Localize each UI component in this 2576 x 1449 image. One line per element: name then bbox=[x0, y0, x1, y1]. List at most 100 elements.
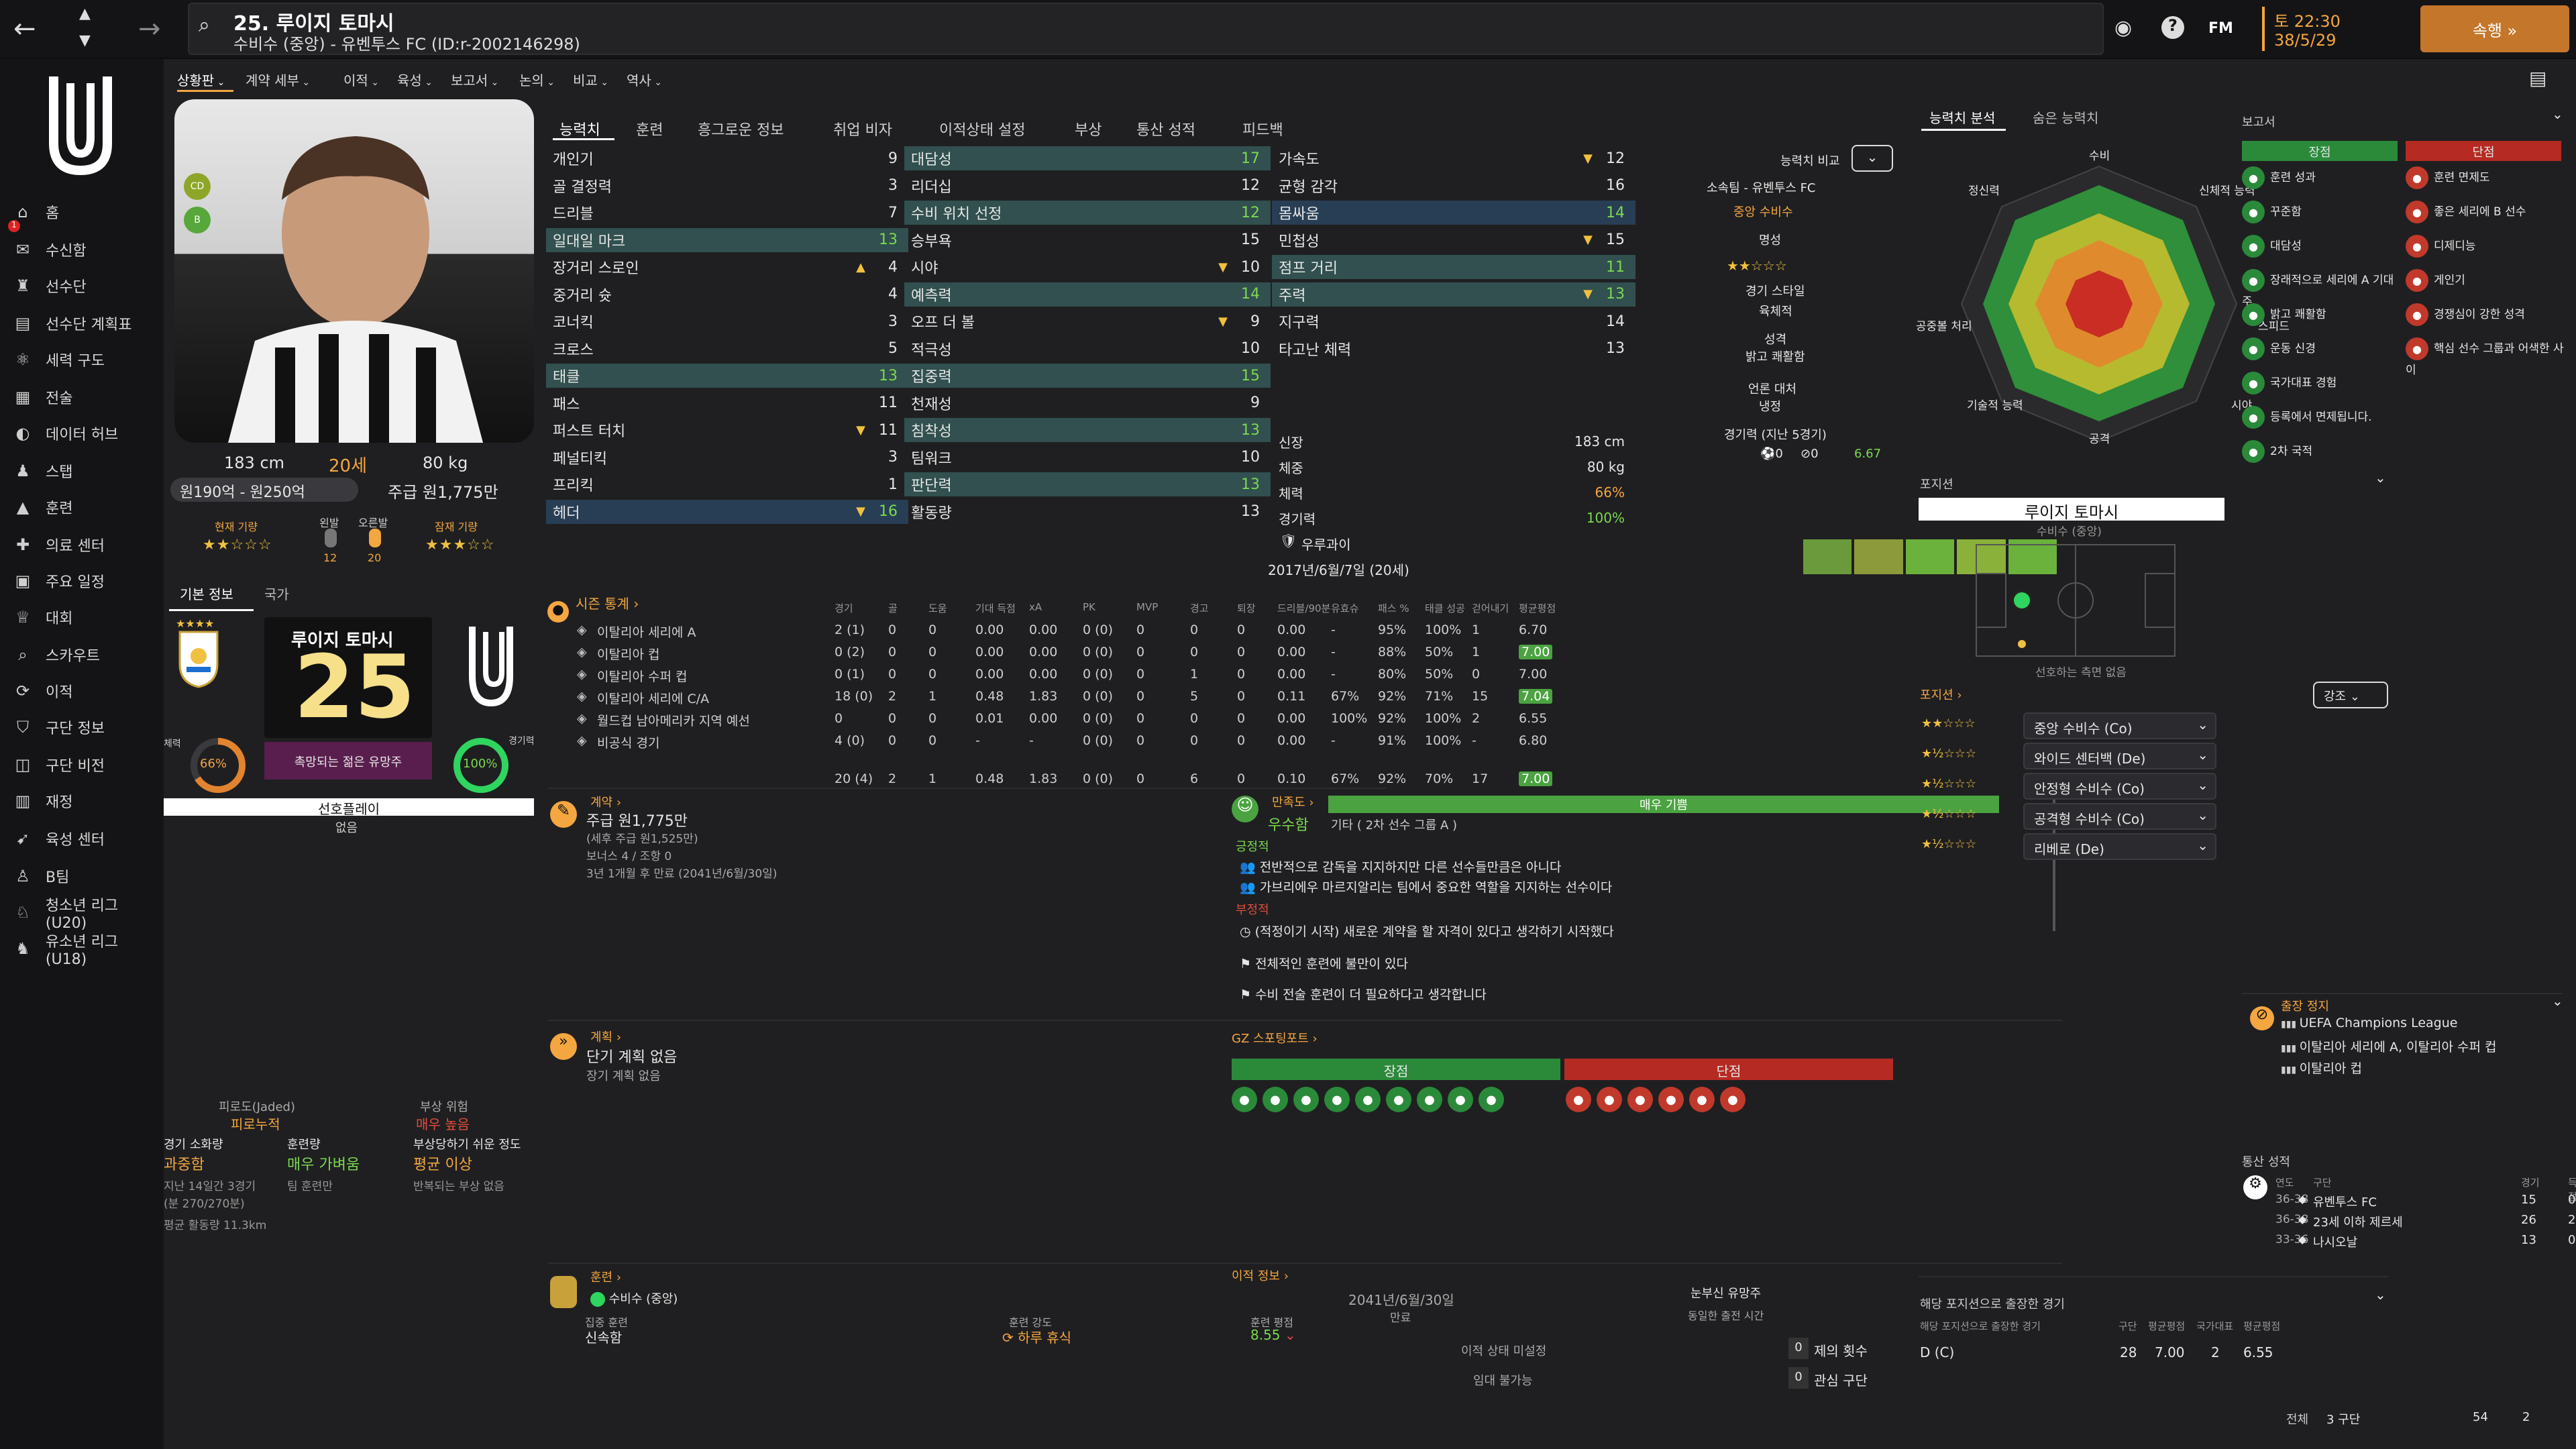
attribute-row[interactable]: 침착성 13 bbox=[904, 418, 1271, 442]
nav-menu-item[interactable]: 상황판 ⌄ bbox=[177, 70, 225, 89]
nav-menu-item[interactable]: 계약 세부 ⌄ bbox=[246, 70, 310, 89]
attr-tab[interactable]: 취업 비자 bbox=[833, 122, 892, 139]
nav-menu-item[interactable]: 비교 ⌄ bbox=[573, 70, 608, 89]
attribute-row[interactable]: 크로스 5 bbox=[546, 337, 908, 361]
plans-title[interactable]: 계획 › bbox=[590, 1030, 622, 1044]
sidebar-item[interactable]: ⌂ 홈 bbox=[0, 195, 164, 229]
attribute-row[interactable]: 오프 더 볼 ▼ 9 bbox=[904, 309, 1271, 333]
season-stats-title[interactable]: 시즌 통계 › bbox=[576, 596, 639, 612]
attribute-row[interactable]: 중거리 슛 4 bbox=[546, 282, 908, 307]
role-dropdown[interactable]: 와이드 센터백 (De) ⌄ bbox=[2023, 743, 2216, 769]
sidebar-item[interactable]: ➹ 육성 센터 bbox=[0, 821, 164, 856]
career-club[interactable]: 23세 이하 제르세 bbox=[2313, 1216, 2403, 1230]
attr-tab[interactable]: 통산 성적 bbox=[1136, 122, 1195, 139]
positions-section-title[interactable]: 포지션 › bbox=[1920, 688, 1962, 702]
attribute-row[interactable]: 장거리 스로인 ▲ 4 bbox=[546, 255, 908, 279]
continue-button[interactable]: 속행 » bbox=[2420, 5, 2569, 52]
sidebar-item[interactable]: ✉ 수신함 bbox=[0, 232, 164, 267]
attribute-row[interactable]: 타고난 체력 13 bbox=[1272, 337, 1635, 361]
sidebar-item[interactable]: ⛉ 구단 정보 bbox=[0, 710, 164, 745]
role-dropdown[interactable]: 공격형 수비수 (Co) ⌄ bbox=[2023, 803, 2216, 830]
sidebar-item[interactable]: ♘ 청소년 리그 (U20) bbox=[0, 895, 164, 932]
down-button[interactable]: ▼ bbox=[79, 32, 91, 49]
attr-tab[interactable]: 능력치 bbox=[559, 122, 600, 139]
attribute-row[interactable]: 예측력 14 bbox=[904, 282, 1271, 307]
sidebar-item[interactable]: ♟ 스탭 bbox=[0, 453, 164, 488]
attribute-row[interactable]: 드리블 7 bbox=[546, 201, 908, 225]
attribute-row[interactable]: 수비 위치 선정 12 bbox=[904, 201, 1271, 225]
attribute-row[interactable]: 개인기 9 bbox=[546, 146, 908, 170]
report-dropdown-icon[interactable]: ⌄ bbox=[2552, 106, 2563, 122]
sidebar-item[interactable]: ◫ 구단 비전 bbox=[0, 747, 164, 782]
contract-title[interactable]: 계약 › bbox=[590, 796, 622, 810]
nav-menu-item[interactable]: 이적 ⌄ bbox=[343, 70, 379, 89]
attribute-row[interactable]: 활동량 13 bbox=[904, 500, 1271, 524]
attribute-row[interactable]: 가속도 ▼ 12 bbox=[1272, 146, 1635, 170]
happiness-title[interactable]: 만족도 › bbox=[1272, 796, 1314, 810]
nav-menu-item[interactable]: 역사 ⌄ bbox=[627, 70, 662, 89]
stats-row[interactable]: ◈ 월드컵 남아메리카 지역 예선 0 0 0 0.01 0.00 0 (0) 0 0 0 0.00 1… bbox=[577, 708, 1962, 730]
tab-ability-analysis[interactable]: 능력치 분석 bbox=[1929, 110, 1996, 126]
attribute-row[interactable]: 대담성 17 bbox=[904, 146, 1271, 170]
attribute-row[interactable]: 페널티킥 3 bbox=[546, 445, 908, 470]
nav-menu-item[interactable]: 논의 ⌄ bbox=[519, 70, 555, 89]
sidebar-item[interactable]: ⟳ 이적 bbox=[0, 674, 164, 708]
position-dropdown-icon[interactable]: ⌄ bbox=[2375, 470, 2386, 486]
up-button[interactable]: ▲ bbox=[79, 5, 91, 22]
attribute-row[interactable]: 집중력 15 bbox=[904, 364, 1271, 388]
training-title[interactable]: 훈련 › bbox=[590, 1271, 622, 1285]
compare-dropdown[interactable]: ⌄ bbox=[1851, 145, 1893, 172]
attr-tab[interactable]: 훈련 bbox=[636, 122, 663, 139]
attribute-row[interactable]: 골 결정력 3 bbox=[546, 174, 908, 198]
attribute-row[interactable]: 적극성 10 bbox=[904, 337, 1271, 361]
sidebar-item[interactable]: ▲ 훈련 bbox=[0, 490, 164, 525]
sidebar-item[interactable]: ♙ B팀 bbox=[0, 859, 164, 894]
transfer-title[interactable]: 이적 정보 › bbox=[1232, 1269, 1289, 1283]
tab-basic-info[interactable]: 기본 정보 bbox=[180, 586, 233, 602]
attribute-row[interactable]: 퍼스트 터치 ▼ 11 bbox=[546, 418, 908, 442]
stats-row[interactable]: ◈ 이탈리아 세리에 C/A 18 (0) 2 1 0.48 1.83 0 (0) 0 5 0 0.1… bbox=[577, 686, 1962, 708]
attr-tab[interactable]: 흥그로운 정보 bbox=[698, 122, 784, 139]
played-dropdown-icon[interactable]: ⌄ bbox=[2375, 1287, 2386, 1303]
help-icon[interactable]: ? bbox=[2161, 16, 2184, 39]
attribute-row[interactable]: 태클 13 bbox=[546, 364, 908, 388]
stats-row[interactable]: ◈ 이탈리아 수퍼 컵 0 (1) 0 0 0.00 0.00 0 (0) 0 1 0 0.00 - 80… bbox=[577, 664, 1962, 686]
sidebar-item[interactable]: ✚ 의료 센터 bbox=[0, 527, 164, 562]
sidebar-item[interactable]: ⚛ 세력 구도 bbox=[0, 342, 164, 377]
attribute-row[interactable]: 균형 감각 16 bbox=[1272, 174, 1635, 198]
view-toggle-icon[interactable]: ▤ bbox=[2529, 67, 2547, 89]
attribute-row[interactable]: 승부욕 15 bbox=[904, 228, 1271, 252]
attribute-row[interactable]: 리더십 12 bbox=[904, 174, 1271, 198]
scout-title[interactable]: GZ 스포팅포트 › bbox=[1232, 1032, 1318, 1046]
tab-hidden-attributes[interactable]: 숨은 능력치 bbox=[2033, 110, 2099, 126]
attribute-row[interactable]: 점프 거리 11 bbox=[1272, 255, 1635, 279]
attribute-row[interactable]: 판단력 13 bbox=[904, 472, 1271, 496]
attribute-row[interactable]: 코너킥 3 bbox=[546, 309, 908, 333]
attribute-row[interactable]: 주력 ▼ 13 bbox=[1272, 282, 1635, 307]
sidebar-item[interactable]: ▤ 선수단 계획표 bbox=[0, 306, 164, 341]
title-search-box[interactable]: ⌕ 25. 루이지 토마시 수비수 (중앙) - 유벤투스 FC (ID:r-2… bbox=[188, 3, 2132, 55]
sidebar-item[interactable]: ▦ 전술 bbox=[0, 380, 164, 415]
suspension-dropdown-icon[interactable]: ⌄ bbox=[2552, 993, 2563, 1009]
club-logo[interactable] bbox=[40, 70, 121, 177]
attribute-row[interactable]: 프리킥 1 bbox=[546, 472, 908, 496]
fm-menu-button[interactable]: FM bbox=[2208, 20, 2233, 37]
attr-tab[interactable]: 이적상태 설정 bbox=[939, 122, 1026, 139]
career-club[interactable]: 나시오날 bbox=[2313, 1236, 2358, 1250]
attr-tab[interactable]: 부상 bbox=[1075, 122, 1102, 139]
sidebar-item[interactable]: ◐ 데이터 허브 bbox=[0, 416, 164, 451]
sidebar-item[interactable]: ♕ 대회 bbox=[0, 600, 164, 635]
sidebar-item[interactable]: ⌕ 스카우트 bbox=[0, 637, 164, 672]
sidebar-item[interactable]: ♜ 선수단 bbox=[0, 268, 164, 303]
back-button[interactable]: ← bbox=[13, 13, 36, 44]
sidebar-item[interactable]: ▥ 재정 bbox=[0, 784, 164, 818]
position-emphasis-dropdown[interactable]: 강조 ⌄ bbox=[2313, 682, 2388, 708]
role-dropdown[interactable]: 안정형 수비수 (Co) ⌄ bbox=[2023, 773, 2216, 800]
attribute-row[interactable]: 패스 11 bbox=[546, 391, 908, 415]
forward-button[interactable]: → bbox=[138, 13, 161, 44]
role-dropdown[interactable]: 중앙 수비수 (Co) ⌄ bbox=[2023, 712, 2216, 739]
sidebar-item[interactable]: ▣ 주요 일정 bbox=[0, 564, 164, 598]
attribute-row[interactable]: 지구력 14 bbox=[1272, 309, 1635, 333]
attribute-row[interactable]: 헤더 ▼ 16 bbox=[546, 499, 908, 524]
happiness-scrollbar[interactable] bbox=[2053, 800, 2055, 931]
